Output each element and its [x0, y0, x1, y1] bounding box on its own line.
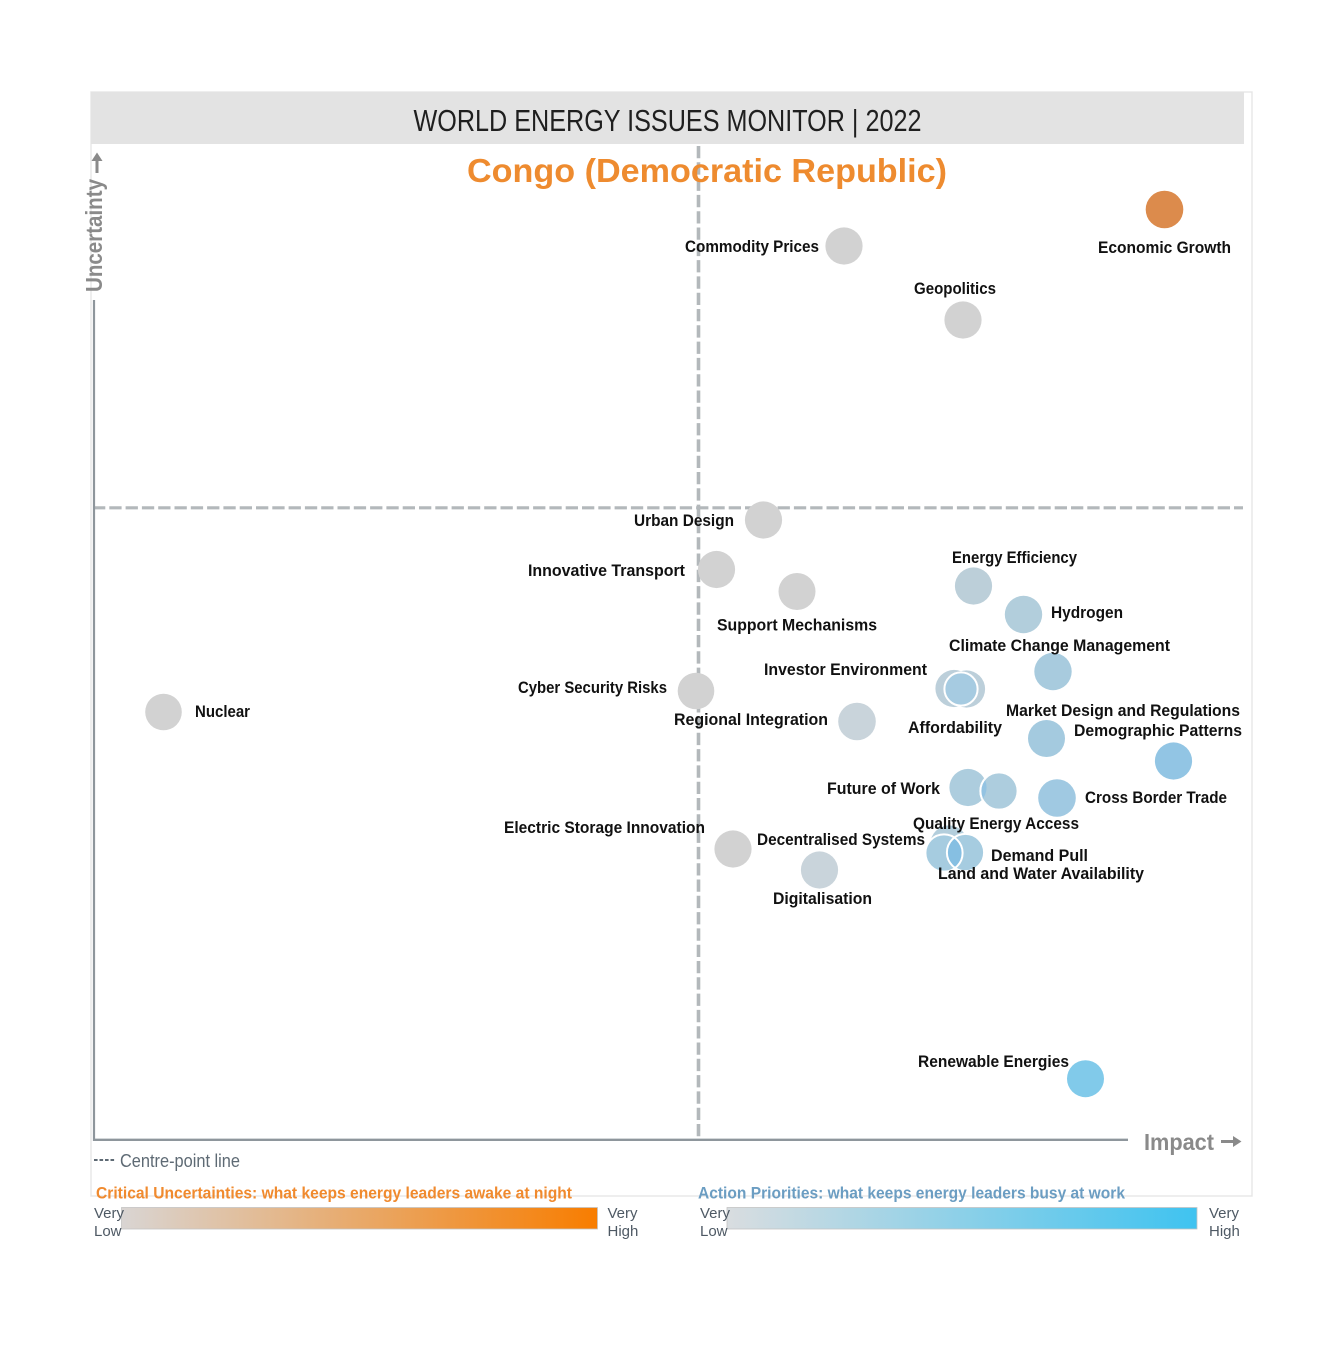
svg-text:High: High	[608, 1223, 639, 1240]
svg-text:Nuclear: Nuclear	[195, 703, 251, 721]
svg-text:Economic Growth: Economic Growth	[1098, 239, 1231, 257]
svg-text:Innovative Transport: Innovative Transport	[528, 562, 685, 580]
svg-text:Commodity Prices: Commodity Prices	[685, 238, 819, 256]
svg-text:Investor Environment: Investor Environment	[764, 661, 927, 679]
svg-text:Electric Storage Innovation: Electric Storage Innovation	[504, 819, 705, 837]
svg-text:Climate Change Management: Climate Change Management	[949, 637, 1170, 655]
svg-text:Energy Efficiency: Energy Efficiency	[952, 549, 1078, 567]
svg-text:High: High	[1209, 1223, 1240, 1240]
svg-text:Very: Very	[700, 1205, 731, 1222]
svg-text:Impact: Impact	[1144, 1129, 1214, 1155]
svg-text:Low: Low	[94, 1223, 122, 1240]
svg-text:Land and Water Availability: Land and Water Availability	[938, 865, 1145, 883]
svg-text:Very: Very	[94, 1205, 125, 1222]
svg-text:Cross Border Trade: Cross Border Trade	[1085, 789, 1227, 807]
svg-text:WORLD ENERGY ISSUES MONITOR |: WORLD ENERGY ISSUES MONITOR | 2022	[414, 104, 922, 138]
svg-text:Decentralised Systems: Decentralised Systems	[757, 831, 925, 849]
svg-text:Demographic Patterns: Demographic Patterns	[1074, 722, 1242, 740]
svg-text:Renewable Energies: Renewable Energies	[918, 1053, 1069, 1071]
svg-text:Support Mechanisms: Support Mechanisms	[717, 617, 877, 635]
svg-text:Affordability: Affordability	[908, 719, 1003, 737]
svg-text:Action Priorities: what keeps: Action Priorities: what keeps energy lea…	[698, 1185, 1126, 1203]
svg-text:Hydrogen: Hydrogen	[1051, 604, 1123, 622]
svg-text:Low: Low	[700, 1223, 728, 1240]
svg-text:Very: Very	[1209, 1205, 1240, 1222]
svg-text:Centre-point line: Centre-point line	[120, 1150, 240, 1171]
svg-text:Quality Energy Access: Quality Energy Access	[913, 815, 1079, 833]
svg-text:Market Design and Regulations: Market Design and Regulations	[1006, 702, 1240, 720]
svg-text:Congo (Democratic Republic): Congo (Democratic Republic)	[467, 153, 947, 190]
svg-text:Cyber Security Risks: Cyber Security Risks	[518, 679, 667, 697]
svg-text:Geopolitics: Geopolitics	[914, 280, 996, 298]
svg-text:Regional Integration: Regional Integration	[674, 711, 828, 729]
svg-text:Demand Pull: Demand Pull	[991, 847, 1088, 865]
svg-text:Future of Work: Future of Work	[827, 780, 941, 798]
svg-text:Critical Uncertainties: what k: Critical Uncertainties: what keeps energ…	[96, 1185, 572, 1203]
svg-text:Uncertainty: Uncertainty	[81, 179, 107, 292]
svg-text:Very: Very	[608, 1205, 639, 1222]
svg-text:Digitalisation: Digitalisation	[773, 890, 872, 908]
svg-text:Urban Design: Urban Design	[634, 512, 734, 530]
